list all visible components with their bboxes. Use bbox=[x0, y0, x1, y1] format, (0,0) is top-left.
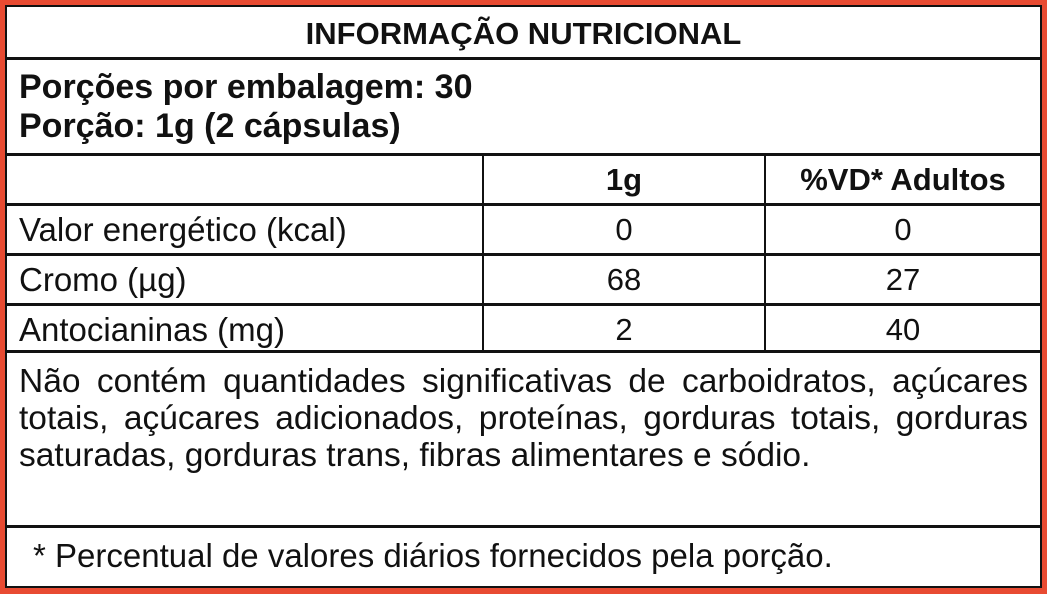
column-header-row: 1g %VD* Adultos bbox=[7, 156, 1040, 206]
column-header-name bbox=[7, 156, 484, 203]
nutrient-amount: 0 bbox=[484, 206, 766, 253]
table-title: INFORMAÇÃO NUTRICIONAL bbox=[7, 7, 1040, 60]
nutrient-dv: 0 bbox=[894, 212, 912, 247]
insignificant-quantities-note: Não contém quantidades significativas de… bbox=[7, 353, 1040, 528]
table-row: Antocianinas (mg) 2 40 bbox=[7, 306, 1040, 353]
nutrient-name: Antocianinas (mg) bbox=[7, 306, 484, 350]
servings-per-package: Porções por embalagem: 30 bbox=[19, 68, 473, 106]
serving-info: Porções por embalagem: 30 Porção: 1g (2 … bbox=[7, 60, 1040, 156]
nutrient-dv: 40 bbox=[885, 312, 921, 347]
nutrient-amount: 68 bbox=[484, 256, 766, 303]
column-header-amount: 1g bbox=[484, 156, 766, 203]
nutrient-dv: 27 bbox=[885, 262, 921, 297]
column-header-dv: %VD* Adultos bbox=[800, 162, 1006, 197]
nutrient-name: Valor energético (kcal) bbox=[7, 206, 484, 253]
nutrient-name: Cromo (µg) bbox=[7, 256, 484, 303]
nutrition-facts-table: INFORMAÇÃO NUTRICIONAL Porções por embal… bbox=[5, 5, 1042, 588]
nutrient-amount: 2 bbox=[484, 306, 766, 350]
table-row: Cromo (µg) 68 27 bbox=[7, 256, 1040, 306]
table-row: Valor energético (kcal) 0 0 bbox=[7, 206, 1040, 256]
footnote: * Percentual de valores diários fornecid… bbox=[33, 537, 833, 574]
serving-size: Porção: 1g (2 cápsulas) bbox=[19, 107, 401, 145]
